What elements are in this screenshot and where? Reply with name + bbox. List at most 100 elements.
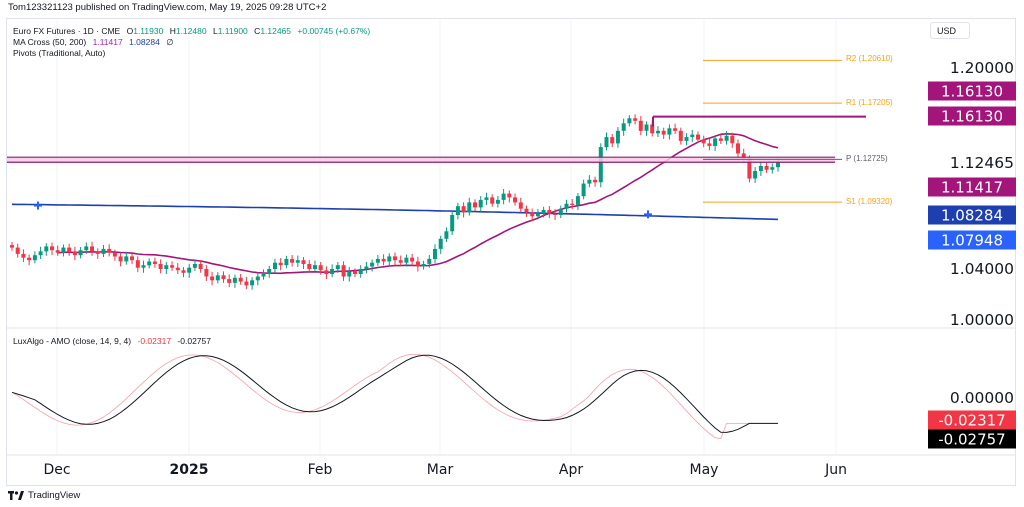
candle-body	[724, 135, 729, 141]
candle-body	[255, 276, 260, 281]
candle-body	[370, 262, 375, 267]
candle-body	[175, 267, 180, 271]
candle-body	[290, 258, 295, 263]
candle-body	[690, 134, 695, 138]
legend-ma-name: MA Cross (50, 200)	[13, 37, 87, 47]
candle-body	[770, 167, 775, 170]
legend-osc-signal: -0.02757	[177, 336, 211, 346]
candle-body	[438, 238, 443, 249]
candle-body	[535, 213, 540, 217]
hide-indicator-icon[interactable]: ∅	[166, 37, 174, 47]
candle-body	[147, 261, 152, 266]
candle-body	[461, 206, 466, 213]
legend-high: 1.12480	[175, 26, 207, 36]
candle-body	[130, 256, 134, 261]
candle-body	[232, 277, 237, 283]
candle-body	[467, 202, 472, 213]
candle-body	[101, 248, 106, 254]
candle-body	[490, 197, 495, 204]
candle-body	[152, 261, 157, 264]
legend-ma200: 1.08284	[129, 37, 160, 47]
time-tick: Jun	[825, 462, 847, 478]
price-badge-ma200: 1.08284	[928, 205, 1016, 225]
candle-body	[358, 269, 363, 274]
candle-body	[341, 265, 346, 277]
candle-body	[736, 143, 740, 154]
ma50-line	[57, 132, 779, 275]
footer[interactable]: TradingView	[8, 490, 80, 501]
candle-body	[295, 260, 300, 263]
candle-body	[27, 257, 32, 261]
candle-body	[404, 257, 409, 263]
pivot-r2-label: R2 (1.20610)	[846, 54, 893, 63]
legend-oscillator[interactable]: LuxAlgo - AMO (close, 14, 9, 4) -0.02317…	[13, 336, 211, 346]
candle-body	[118, 256, 123, 262]
candle-body	[495, 199, 500, 204]
candle-body	[210, 276, 215, 281]
candle-body	[638, 120, 643, 131]
candle-body	[301, 260, 306, 264]
candle-body	[718, 138, 723, 141]
candle-body	[707, 143, 712, 146]
candle-body	[776, 162, 780, 168]
price-badge-ma50: 1.11417	[928, 177, 1016, 197]
candle-body	[415, 261, 420, 267]
legend-symbol: Euro FX Futures · 1D · CME	[13, 26, 121, 36]
time-tick: Apr	[558, 462, 584, 478]
candle-body	[313, 265, 317, 269]
candle-body	[598, 147, 603, 183]
candle-body	[633, 118, 638, 121]
oscillator-pane	[8, 353, 782, 439]
candle-body	[198, 264, 203, 269]
osc-tick: 0.00000	[949, 389, 1014, 407]
chart-frame	[6, 18, 1016, 486]
candle-body	[473, 202, 477, 208]
time-tick-year: 2025	[169, 462, 209, 478]
legend-c-label: C	[254, 26, 261, 36]
legend-low: 1.11900	[217, 26, 248, 36]
candle-body	[575, 196, 580, 205]
legend-h-label: H	[169, 26, 176, 36]
legend-ma[interactable]: MA Cross (50, 200) 1.11417 1.08284 ∅	[13, 37, 174, 48]
candle-body	[433, 248, 437, 259]
pivot-r1-label: R1 (1.17205)	[846, 98, 893, 107]
price-tick: 1.04000	[949, 260, 1014, 278]
price-tick: 1.12465	[949, 154, 1014, 172]
candle-body	[673, 128, 678, 131]
time-tick: May	[689, 462, 719, 478]
amo-line	[11, 353, 778, 439]
candle-body	[387, 256, 392, 262]
currency-button[interactable]: USD	[930, 22, 970, 39]
candle-body	[530, 212, 535, 217]
time-tick: Mar	[426, 462, 454, 478]
candle-body	[661, 130, 666, 135]
candle-body	[513, 197, 517, 203]
candle-body	[587, 179, 592, 184]
candle-body	[758, 166, 763, 171]
candle-body	[181, 270, 186, 273]
price-tick: 1.00000	[949, 311, 1014, 329]
time-tick: Feb	[307, 462, 333, 478]
candle-body	[615, 130, 620, 144]
candle-body	[501, 193, 506, 200]
candle-body	[393, 256, 397, 261]
candle-body	[335, 265, 340, 269]
candle-body	[741, 153, 746, 159]
candle-body	[67, 247, 72, 252]
candle-body	[72, 251, 77, 256]
candle-body	[427, 258, 432, 264]
candle-body	[713, 138, 718, 146]
candle-body	[353, 271, 357, 274]
candle-body	[284, 258, 289, 266]
legend-osc-value: -0.02317	[137, 336, 172, 346]
candle-body	[656, 130, 660, 134]
candle-body	[375, 258, 380, 263]
candle-body	[564, 203, 569, 209]
candle-body	[478, 199, 483, 208]
candle-body	[381, 258, 386, 262]
legend-pivots[interactable]: Pivots (Traditional, Auto)	[13, 48, 105, 58]
candle-body	[192, 264, 197, 268]
candle-body	[187, 267, 192, 273]
legend-close: 1.12465	[260, 26, 292, 36]
